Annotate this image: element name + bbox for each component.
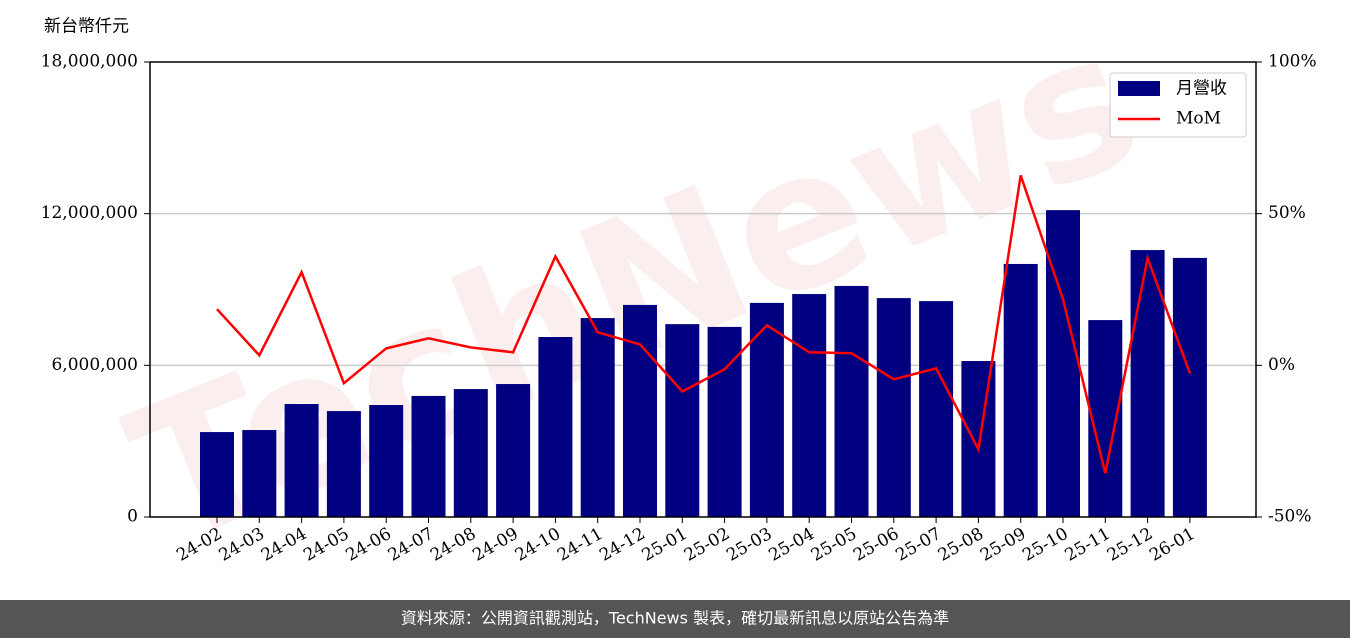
x-tick-label: 24-07	[385, 524, 437, 566]
bar	[792, 294, 827, 517]
bar	[369, 405, 404, 517]
bar	[284, 404, 319, 517]
footer-band	[0, 600, 1350, 638]
line	[216, 175, 1192, 474]
bar	[665, 324, 700, 517]
x-tick-label: 25-11	[1062, 524, 1114, 566]
bar	[242, 430, 277, 517]
y2-tick-label: 0%	[1268, 355, 1295, 375]
x-tick-label: 24-12	[596, 524, 648, 566]
bar	[1046, 210, 1080, 517]
x-tick-label: 25-03	[723, 524, 775, 566]
bar	[749, 302, 784, 517]
bar	[876, 298, 911, 517]
y-tick-label: 6,000,000	[51, 355, 138, 375]
x-tick-label: 25-01	[639, 524, 691, 566]
bar	[1130, 250, 1165, 518]
bar	[200, 432, 234, 517]
bar	[1172, 257, 1207, 517]
bar	[538, 337, 573, 517]
y-tick-label: 12,000,000	[41, 203, 138, 223]
bar	[623, 304, 657, 517]
x-tick-label: 24-11	[554, 524, 606, 566]
bar	[411, 395, 446, 517]
bar	[580, 318, 615, 517]
footer: 資料來源：公開資訊觀測站，TechNews 製表，確切最新訊息以原站公告為準	[401, 609, 949, 628]
x-tick-label: 25-05	[808, 524, 860, 566]
x-tick-label: 25-10	[1019, 524, 1071, 566]
x-tick-label: 25-02	[681, 524, 733, 566]
x-tick-label: 24-06	[343, 524, 395, 566]
bar	[326, 411, 361, 517]
x-tick-label: 24-09	[469, 524, 521, 566]
x-tick-label: 25-08	[935, 524, 987, 566]
bar	[496, 384, 531, 517]
bar	[919, 301, 954, 517]
legend-label: MoM	[1176, 109, 1221, 129]
x-tick-label: 25-09	[977, 524, 1029, 566]
x-tick-label: 24-10	[512, 524, 564, 566]
bar	[961, 361, 996, 517]
x-tick-label: 25-12	[1104, 524, 1156, 566]
x-tick-label: 24-08	[427, 524, 479, 566]
y-tick-label: 18,000,000	[41, 52, 138, 72]
legend-label: 月營收	[1176, 79, 1227, 99]
x-tick-label: 25-07	[892, 524, 944, 566]
bar	[453, 389, 488, 517]
bar	[1003, 263, 1038, 517]
plot-frame	[149, 61, 1257, 518]
y2-tick-label: 50%	[1268, 203, 1306, 223]
y2-tick-label: -50%	[1268, 507, 1312, 527]
y-tick-label: 0	[127, 507, 138, 527]
x-tick-label: 25-04	[766, 524, 818, 566]
x-tick-label: 26-01	[1146, 524, 1198, 566]
bar	[834, 285, 869, 517]
legend-swatch	[1118, 81, 1160, 96]
y2-tick-label: 100%	[1268, 52, 1317, 72]
x-tick-label: 25-06	[850, 524, 902, 566]
y-axis-title: 新台幣仟元	[44, 17, 129, 37]
